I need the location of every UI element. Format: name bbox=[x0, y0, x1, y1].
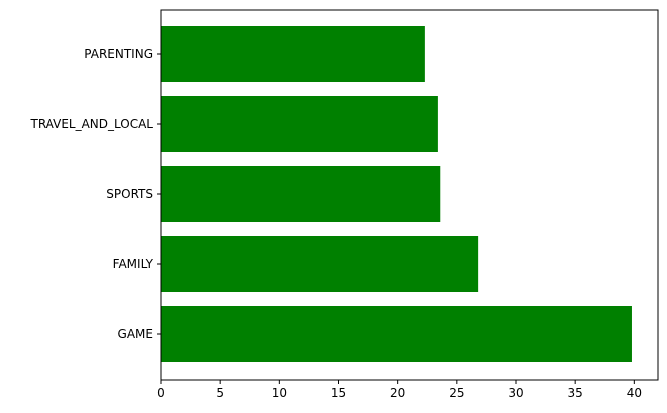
x-tick-label: 25 bbox=[449, 386, 464, 400]
x-tick-label: 35 bbox=[568, 386, 583, 400]
y-tick-label: GAME bbox=[118, 327, 153, 341]
plot-frame bbox=[160, 9, 659, 381]
bar-travel-and-local bbox=[161, 96, 438, 152]
y-tick-label: FAMILY bbox=[113, 257, 154, 271]
x-tick-label: 40 bbox=[627, 386, 642, 400]
bar-sports bbox=[161, 166, 441, 222]
bar-family bbox=[161, 236, 479, 292]
x-tick-label: 5 bbox=[216, 386, 224, 400]
x-axis-ticks: 0 5 10 15 20 25 30 35 40 bbox=[157, 380, 642, 400]
x-tick-label: 30 bbox=[508, 386, 523, 400]
x-tick-label: 10 bbox=[272, 386, 287, 400]
bars-group bbox=[161, 26, 632, 362]
y-tick-label: TRAVEL_AND_LOCAL bbox=[29, 117, 153, 131]
x-tick-label: 15 bbox=[331, 386, 346, 400]
y-tick-label: PARENTING bbox=[84, 47, 153, 61]
bar-parenting bbox=[161, 26, 425, 82]
bar-game bbox=[161, 306, 632, 362]
x-tick-label: 0 bbox=[157, 386, 165, 400]
y-tick-label: SPORTS bbox=[106, 187, 153, 201]
x-tick-label: 20 bbox=[390, 386, 405, 400]
y-axis-ticks: GAME FAMILY SPORTS TRAVEL_AND_LOCAL PARENTIN… bbox=[29, 47, 161, 341]
